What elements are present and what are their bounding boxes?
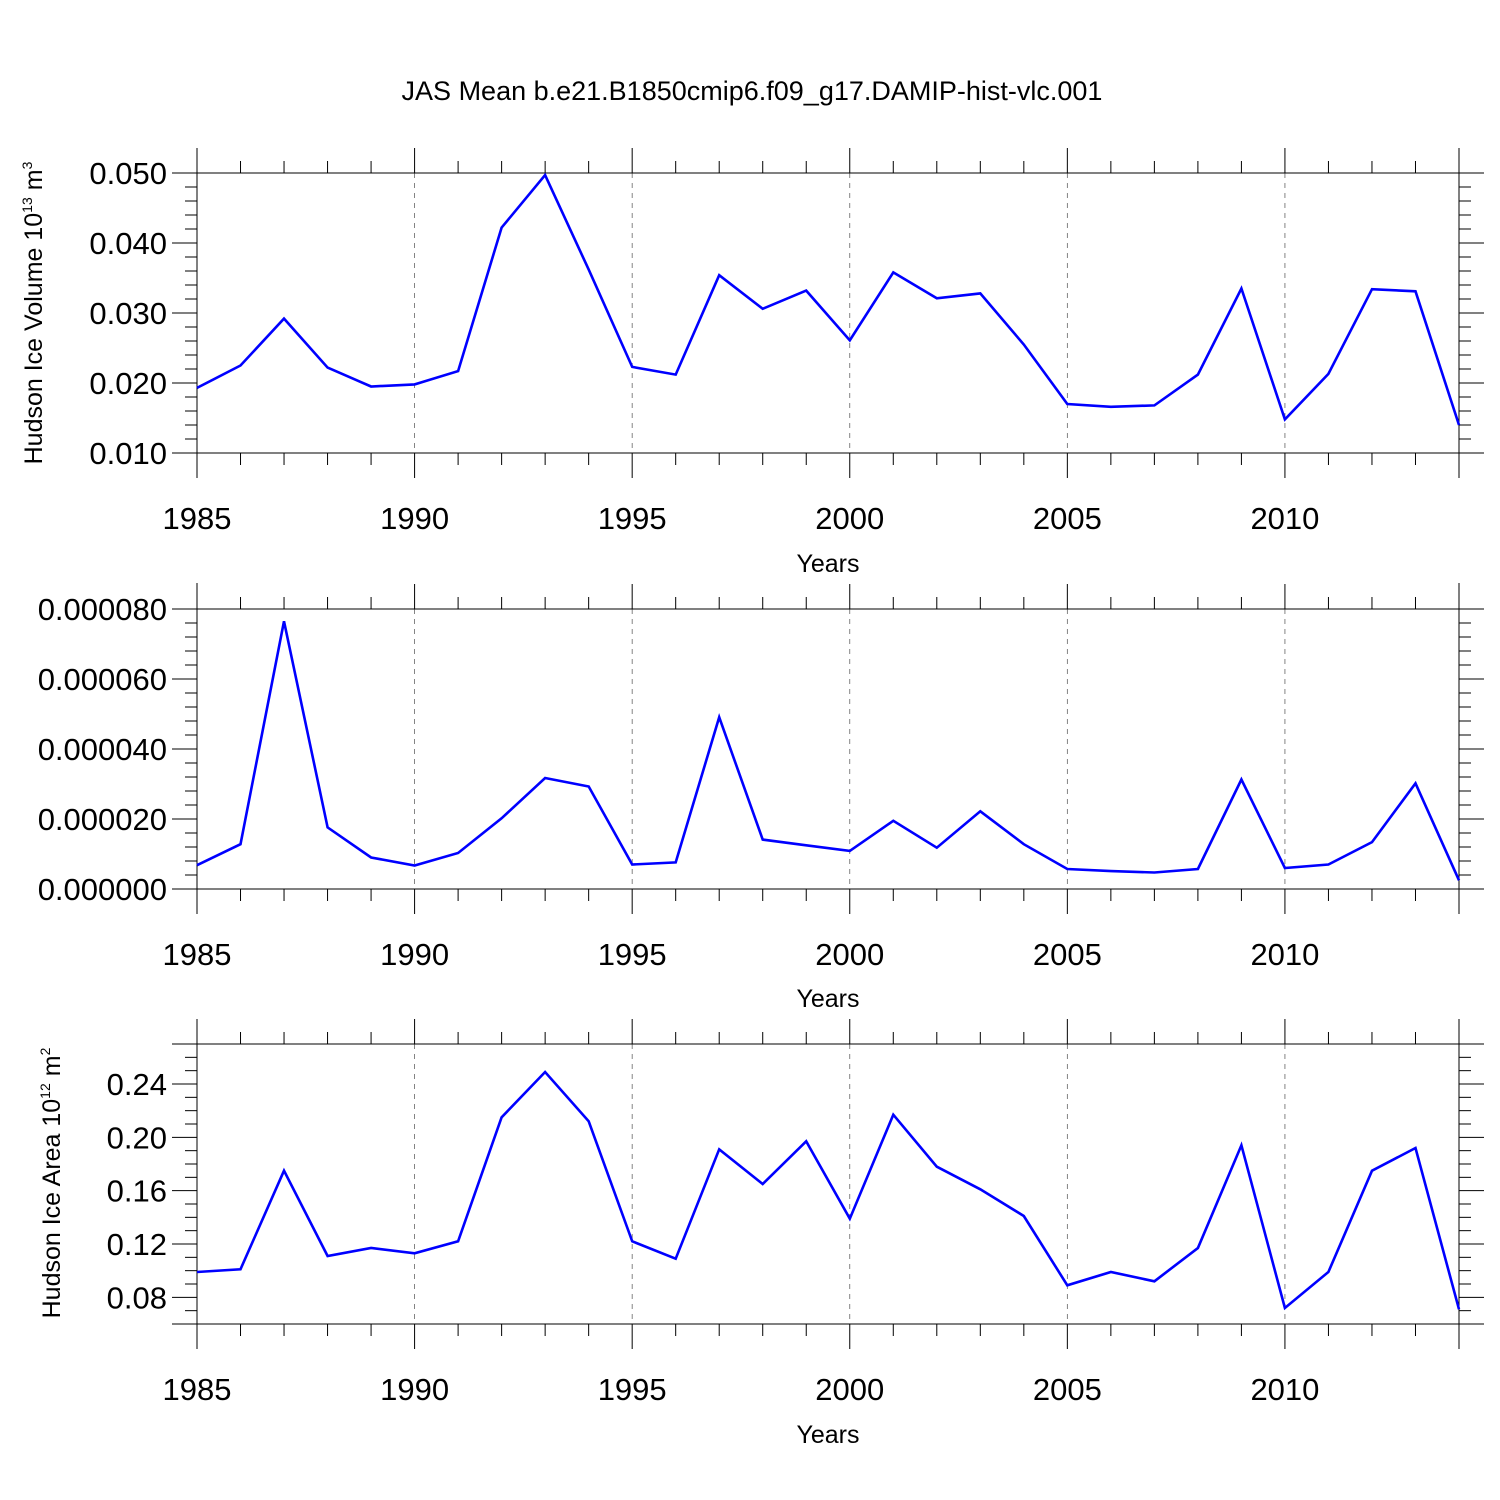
chart-area-xtick-label: 1990 <box>380 1372 449 1407</box>
chart-volume-ytick-label: 0.050 <box>89 156 167 191</box>
chart-area-plot: 1985 1990 1995 2000 2005 2010 0.08 0.12 0.16 0.20… <box>107 1019 1484 1407</box>
chart-middle-xtick-label: 2000 <box>815 937 884 972</box>
chart-panel-middle: Years <box>796 985 859 1013</box>
chart-area-ylabel: Hudson Ice Area 1012m2 <box>37 1047 66 1318</box>
chart-volume-xtick-label: 2000 <box>815 501 884 536</box>
chart-middle-xtick-label: 1985 <box>163 937 232 972</box>
chart-area-xtick-label: 2010 <box>1250 1372 1319 1407</box>
chart-volume-ylabel: Hudson Ice Volume 1013m3 <box>19 161 48 464</box>
chart-volume-series-line <box>196 172 1461 426</box>
chart-volume-plot: 1985 1990 1995 2000 2005 2010 0.010 0.020 0.030 0… <box>89 148 1484 536</box>
chart-panel-area: Hudson Ice Area 1012m2 Years <box>37 1047 860 1449</box>
chart-middle-xtick-label: 2005 <box>1033 937 1102 972</box>
chart-volume-xlabel: Years <box>796 550 859 578</box>
chart-middle-ytick-label: 0.000020 <box>38 802 167 837</box>
chart-area-ytick-label: 0.20 <box>107 1120 167 1155</box>
chart-middle-ytick-label: 0.000080 <box>38 592 167 627</box>
chart-panel-volume: Hudson Ice Volume 1013m3 Years <box>19 161 860 578</box>
chart-area-ytick-label: 0.12 <box>107 1227 167 1262</box>
chart-middle-xtick-label: 2010 <box>1250 937 1319 972</box>
chart-middle-ytick-label: 0.000000 <box>38 872 167 907</box>
chart-area-ytick-label: 0.16 <box>107 1174 167 1209</box>
chart-middle-xtick-label: 1995 <box>598 937 667 972</box>
chart-area-xtick-label: 1995 <box>598 1372 667 1407</box>
chart-middle-ytick-label: 0.000060 <box>38 662 167 697</box>
chart-area-xtick-label: 2005 <box>1033 1372 1102 1407</box>
chart-volume-xtick-label: 1990 <box>380 501 449 536</box>
chart-volume-ytick-label: 0.030 <box>89 296 167 331</box>
chart-volume-ytick-label: 0.020 <box>89 366 167 401</box>
chart-middle-xtick-label: 1990 <box>380 937 449 972</box>
chart-volume-ytick-label: 0.040 <box>89 226 167 261</box>
chart-volume-xtick-label: 2010 <box>1250 501 1319 536</box>
chart-area-series-line <box>196 1070 1461 1311</box>
chart-volume-xtick-label: 2005 <box>1033 501 1102 536</box>
chart-area-xtick-label: 2000 <box>815 1372 884 1407</box>
chart-area-ytick-label: 0.24 <box>107 1067 167 1102</box>
chart-area-ytick-label: 0.08 <box>107 1280 167 1315</box>
chart-area-xtick-label: 1985 <box>163 1372 232 1407</box>
chart-middle-series-line <box>196 621 1461 881</box>
figure-title: JAS Mean b.e21.B1850cmip6.f09_g17.DAMIP-… <box>402 76 1103 106</box>
chart-area-xlabel: Years <box>796 1421 859 1449</box>
chart-volume-ytick-label: 0.010 <box>89 436 167 471</box>
chart-middle-ytick-label: 0.000040 <box>38 732 167 767</box>
chart-volume-xtick-label: 1995 <box>598 501 667 536</box>
chart-middle-plot: 1985 1990 1995 2000 2005 2010 0.000000 0.000020… <box>38 583 1484 972</box>
chart-middle-xlabel: Years <box>796 985 859 1013</box>
chart-volume-xtick-label: 1985 <box>163 501 232 536</box>
